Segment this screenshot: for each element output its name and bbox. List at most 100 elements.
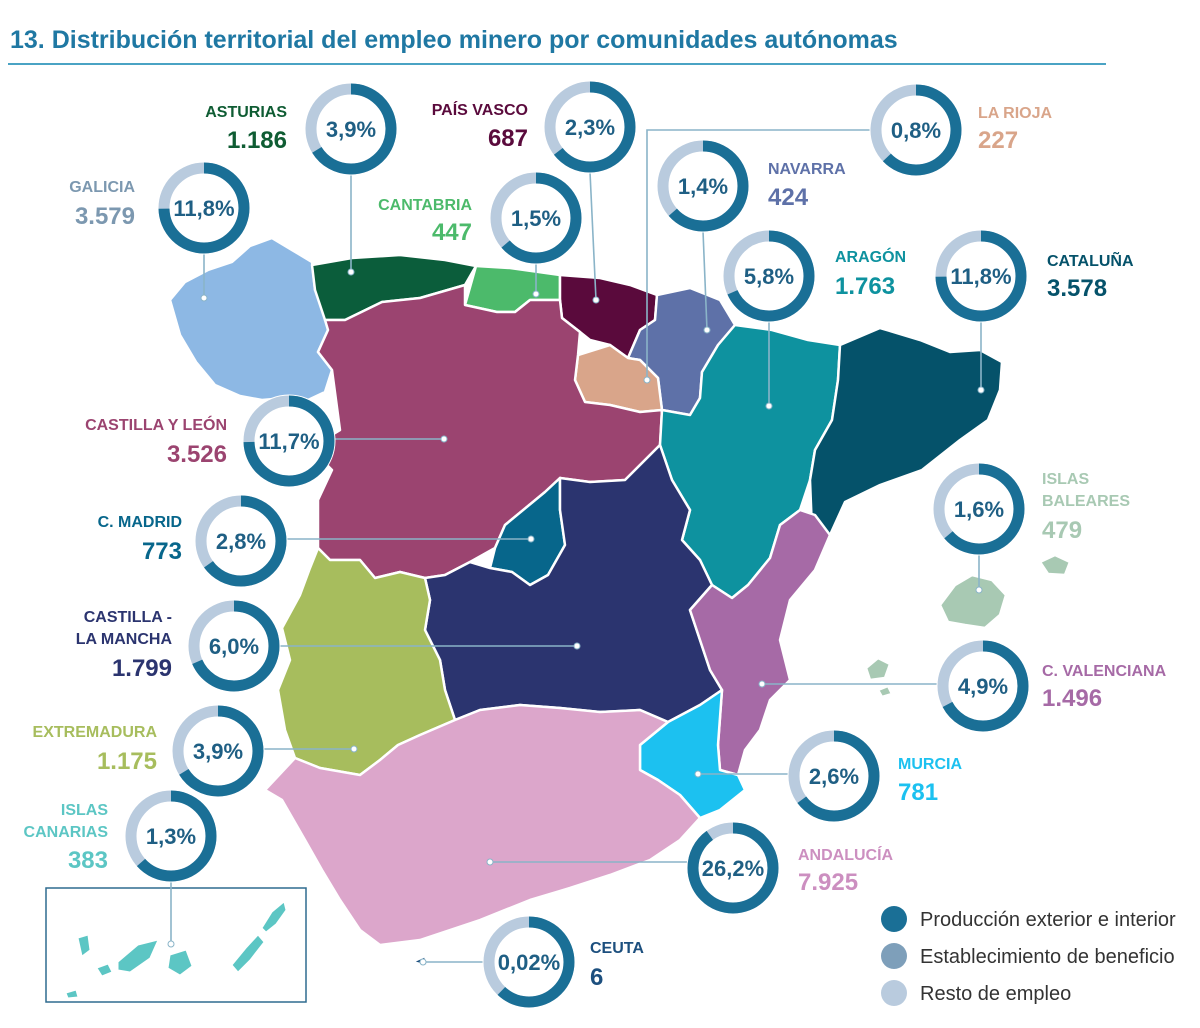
ring-cataluna: 11,8%	[934, 229, 1028, 323]
island-lanzarote	[261, 901, 287, 933]
region-name-andalucia: ANDALUCÍA	[798, 845, 894, 864]
region-value-castilla-leon: 3.526	[167, 441, 227, 468]
region-name-extremadura: EXTREMADURA	[33, 724, 158, 741]
ring-valenciana: 4,9%	[936, 639, 1030, 733]
ring-arc-pais-vasco	[544, 81, 636, 173]
region-name-aragon: ARAGÓN	[835, 247, 906, 266]
ring-percent-castilla-mancha: 6,0%	[209, 634, 259, 659]
ring-canarias: 1,3%	[124, 789, 218, 883]
island-gran-canaria	[167, 949, 193, 976]
leader-dot-cantabria	[532, 290, 540, 298]
ring-navarra: 1,4%	[656, 139, 750, 233]
ring-arc-asturias	[305, 83, 397, 175]
region-value-valenciana: 1.496	[1042, 685, 1102, 712]
leader-line-pais-vasco	[589, 171, 597, 301]
ring-percent-andalucia: 26,2%	[702, 856, 764, 881]
region-name-canarias: ISLAS CANARIAS	[24, 802, 109, 841]
ring-arc-castilla-leon	[243, 395, 335, 487]
ring-background-castilla-mancha	[187, 599, 281, 693]
chart-title: 13. Distribución territorial del empleo …	[10, 26, 898, 54]
ring-arc-murcia	[788, 730, 880, 822]
legend-swatch-0	[881, 906, 907, 932]
ring-background-extremadura	[171, 704, 265, 798]
ring-percent-murcia: 2,6%	[809, 764, 859, 789]
ring-arc-islas-baleares	[933, 463, 1025, 555]
ring-madrid: 2,8%	[194, 494, 288, 588]
leader-dot-castilla-mancha	[573, 642, 581, 650]
region-value-canarias: 383	[68, 847, 108, 874]
ring-la-rioja: 0,8%	[869, 83, 963, 177]
ring-background-valenciana	[936, 639, 1030, 733]
ring-arc-cataluna	[935, 230, 1027, 322]
region-value-asturias: 1.186	[227, 127, 287, 154]
region-value-islas-baleares: 479	[1042, 517, 1082, 544]
region-islas-baleares	[938, 573, 1008, 630]
region-name-castilla-mancha: CASTILLA -LA MANCHA	[76, 609, 173, 648]
ring-arc-canarias	[125, 790, 217, 882]
leader-dot-canarias	[167, 940, 175, 948]
ring-arc-navarra	[657, 140, 749, 232]
leader-dot-galicia	[200, 294, 208, 302]
region-name-cantabria: CANTABRIA	[378, 197, 472, 214]
leader-dot-andalucia	[486, 858, 494, 866]
region-valenciana	[688, 508, 832, 777]
region-name-navarra: NAVARRA	[768, 161, 846, 178]
leader-dot-aragon	[765, 402, 773, 410]
leader-dot-asturias	[347, 268, 355, 276]
ring-background-castilla-leon	[242, 394, 336, 488]
region-name-cataluna: CATALUÑA	[1047, 250, 1134, 270]
ring-murcia: 2,6%	[787, 729, 881, 823]
ring-islas-baleares: 1,6%	[932, 462, 1026, 556]
region-name-valenciana: C. VALENCIANA	[1042, 663, 1167, 680]
legend-label-0: Producción exterior e interior	[920, 909, 1176, 931]
island-menorca	[1038, 553, 1072, 577]
legend-label-2: Resto de empleo	[920, 983, 1071, 1005]
ring-percent-la-rioja: 0,8%	[891, 118, 941, 143]
island-tenerife	[117, 939, 159, 973]
spain-map	[168, 236, 1072, 968]
ring-background-madrid	[194, 494, 288, 588]
ring-arc-ceuta	[483, 916, 575, 1008]
ring-percent-pais-vasco: 2,3%	[565, 115, 615, 140]
leader-dot-murcia	[694, 770, 702, 778]
ring-arc-aragon	[723, 230, 815, 322]
ring-background-navarra	[656, 139, 750, 233]
ring-background-murcia	[787, 729, 881, 823]
ring-arc-valenciana	[937, 640, 1029, 732]
ring-background-aragon	[722, 229, 816, 323]
canarias-inset-frame	[45, 887, 307, 1003]
legend-item-0: Producción exterior e interior	[881, 906, 1176, 932]
canary-islands	[65, 901, 287, 999]
ring-arc-andalucia	[687, 822, 779, 914]
ring-percent-islas-baleares: 1,6%	[954, 497, 1004, 522]
legend: Producción exterior e interior Establecim…	[881, 906, 1176, 1006]
ring-percent-asturias: 3,9%	[326, 117, 376, 142]
region-value-pais-vasco: 687	[488, 125, 528, 152]
ring-background-asturias	[304, 82, 398, 176]
island-fuerteventura	[231, 934, 265, 973]
ring-percent-galicia: 11,8%	[173, 196, 234, 221]
ring-background-andalucia	[686, 821, 780, 915]
ring-arc-madrid	[195, 495, 287, 587]
island-formentera	[876, 684, 894, 699]
island-la-gomera	[96, 963, 113, 977]
leader-line-navarra	[702, 230, 708, 331]
ring-castilla-mancha: 6,0%	[187, 599, 281, 693]
ring-percent-cantabria: 1,5%	[511, 206, 561, 231]
legend-swatch-1	[881, 943, 907, 969]
ring-aragon: 5,8%	[722, 229, 816, 323]
region-name-islas-baleares: ISLAS BALEARES	[1042, 471, 1130, 510]
region-andalucia	[263, 703, 702, 947]
leader-dot-castilla-leon	[440, 435, 448, 443]
ring-background-la-rioja	[869, 83, 963, 177]
ring-arc-castilla-mancha	[188, 600, 280, 692]
ring-asturias: 3,9%	[304, 82, 398, 176]
ring-arc-la-rioja	[870, 84, 962, 176]
ring-andalucia: 26,2%	[686, 821, 780, 915]
region-value-madrid: 773	[142, 538, 182, 565]
ring-percent-castilla-leon: 11,7%	[258, 429, 319, 454]
region-galicia	[168, 236, 334, 402]
ring-arc-cantabria	[490, 172, 582, 264]
region-name-asturias: ASTURIAS	[205, 104, 287, 121]
